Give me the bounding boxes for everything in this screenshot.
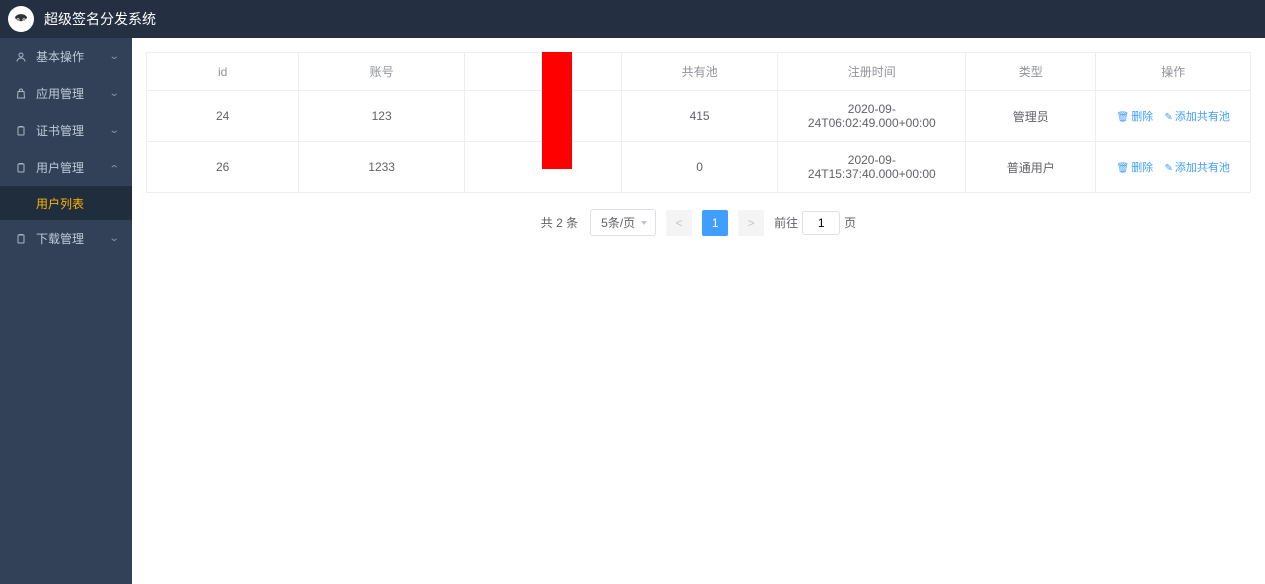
sidebar-item-app[interactable]: 应用管理 ⌄ (0, 75, 132, 112)
avatar[interactable] (8, 6, 34, 32)
sidebar: 基本操作 ⌄ 应用管理 ⌄ 证书管理 ⌄ 用户管理 ⌄ 用户列表 下载管理 ⌄ (0, 38, 132, 584)
chevron-down-icon: ⌄ (108, 88, 119, 99)
sidebar-item-cert[interactable]: 证书管理 ⌄ (0, 112, 132, 149)
clipboard-icon (14, 233, 28, 245)
app-title: 超级签名分发系统 (44, 9, 156, 29)
user-table: id 账号 共有池 注册时间 类型 操作 24 123 415 2020-09-… (146, 52, 1251, 193)
cell-actions: 🗑删除 ✎添加共有池 (1096, 91, 1251, 142)
cell-time: 2020-09-24T15:37:40.000+00:00 (778, 142, 966, 193)
next-page-button[interactable]: > (738, 210, 764, 236)
user-icon (14, 51, 28, 63)
cell-type: 普通用户 (966, 142, 1096, 193)
sidebar-item-label: 基本操作 (36, 48, 110, 65)
table-header-row: id 账号 共有池 注册时间 类型 操作 (147, 53, 1251, 91)
trash-icon: 🗑 (1116, 163, 1129, 174)
add-pool-link[interactable]: ✎添加共有池 (1165, 162, 1230, 174)
chevron-down-icon: ⌄ (108, 233, 119, 244)
prev-page-button[interactable]: < (666, 210, 692, 236)
sidebar-item-download[interactable]: 下载管理 ⌄ (0, 220, 132, 257)
sidebar-subitem-label: 用户列表 (36, 195, 84, 212)
pagination: 共 2 条 5条/页 < 1 > 前往 页 (146, 209, 1251, 236)
table-row: 24 123 415 2020-09-24T06:02:49.000+00:00… (147, 91, 1251, 142)
jump-suffix: 页 (844, 214, 856, 231)
cell-type: 管理员 (966, 91, 1096, 142)
cell-pool: 415 (621, 91, 778, 142)
cell-account: 123 (299, 91, 465, 142)
cell-pool: 0 (621, 142, 778, 193)
pagination-total: 共 2 条 (541, 214, 578, 231)
delete-link[interactable]: 🗑删除 (1116, 111, 1153, 123)
cell-account: 1233 (299, 142, 465, 193)
cell-id: 26 (147, 142, 299, 193)
add-pool-link[interactable]: ✎添加共有池 (1165, 111, 1230, 123)
jump-prefix: 前往 (774, 214, 798, 231)
sidebar-item-label: 下载管理 (36, 230, 110, 247)
sidebar-item-label: 证书管理 (36, 122, 110, 139)
table-row: 26 1233 0 2020-09-24T15:37:40.000+00:00 … (147, 142, 1251, 193)
sidebar-item-user[interactable]: 用户管理 ⌄ (0, 149, 132, 186)
col-type: 类型 (966, 53, 1096, 91)
redaction-block (542, 52, 572, 169)
clipboard-icon (14, 125, 28, 137)
edit-icon: ✎ (1165, 112, 1173, 123)
bag-icon (14, 88, 28, 100)
sidebar-item-label: 用户管理 (36, 159, 110, 176)
col-actions: 操作 (1096, 53, 1251, 91)
col-pool: 共有池 (621, 53, 778, 91)
sidebar-subitem-user-list[interactable]: 用户列表 (0, 186, 132, 220)
cell-id: 24 (147, 91, 299, 142)
pagination-jump: 前往 页 (774, 211, 856, 235)
app-header: 超级签名分发系统 (0, 0, 1265, 38)
col-time: 注册时间 (778, 53, 966, 91)
clipboard-icon (14, 162, 28, 174)
main-content: id 账号 共有池 注册时间 类型 操作 24 123 415 2020-09-… (132, 38, 1265, 584)
chevron-down-icon: ⌄ (108, 51, 119, 62)
sidebar-item-basic[interactable]: 基本操作 ⌄ (0, 38, 132, 75)
page-number-button[interactable]: 1 (702, 210, 728, 236)
col-account: 账号 (299, 53, 465, 91)
page-size-select[interactable]: 5条/页 (590, 209, 656, 236)
chevron-up-icon: ⌄ (108, 162, 119, 173)
cell-time: 2020-09-24T06:02:49.000+00:00 (778, 91, 966, 142)
sidebar-item-label: 应用管理 (36, 85, 110, 102)
cell-actions: 🗑删除 ✎添加共有池 (1096, 142, 1251, 193)
delete-link[interactable]: 🗑删除 (1116, 162, 1153, 174)
chevron-down-icon: ⌄ (108, 125, 119, 136)
col-id: id (147, 53, 299, 91)
trash-icon: 🗑 (1116, 112, 1129, 123)
avatar-icon (9, 7, 33, 31)
jump-input[interactable] (802, 211, 840, 235)
edit-icon: ✎ (1165, 163, 1173, 174)
table-wrapper: id 账号 共有池 注册时间 类型 操作 24 123 415 2020-09-… (146, 52, 1251, 193)
